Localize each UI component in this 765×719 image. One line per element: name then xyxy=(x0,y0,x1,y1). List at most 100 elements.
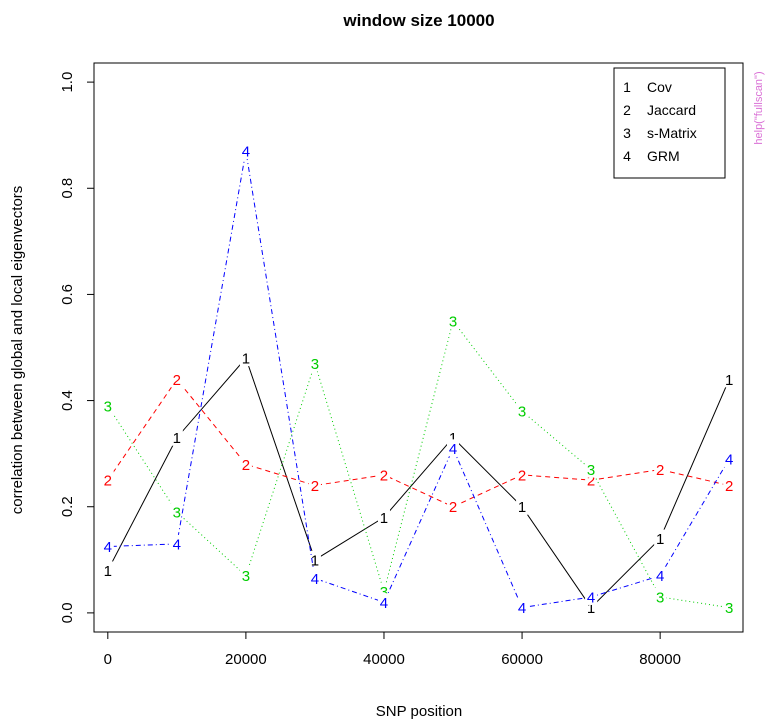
point-mask xyxy=(101,396,114,414)
data-point: 2 xyxy=(242,457,250,474)
data-point: 3 xyxy=(518,404,526,421)
data-point: 3 xyxy=(449,313,457,330)
series-2: 2 2 2 2 2 2 2 2 2 2 xyxy=(101,370,736,516)
data-point: 1 xyxy=(173,430,181,447)
point-mask xyxy=(101,471,114,489)
data-point: 4 xyxy=(449,441,457,458)
series-line xyxy=(107,151,730,609)
data-point: 1 xyxy=(242,351,250,368)
point-mask xyxy=(239,455,252,473)
series-1: 1 1 1 1 1 1 1 1 1 1 xyxy=(101,349,736,617)
data-point: 1 xyxy=(518,499,526,516)
series-4: 4 4 4 4 4 4 4 4 4 4 xyxy=(101,142,736,617)
data-point: 2 xyxy=(518,467,526,484)
legend-marker: 1 xyxy=(623,79,631,95)
data-point: 3 xyxy=(380,584,388,601)
legend-box xyxy=(613,67,726,179)
data-point: 4 xyxy=(380,595,388,612)
point-mask xyxy=(516,497,529,515)
point-mask xyxy=(654,460,667,478)
point-mask xyxy=(723,598,736,616)
series-line xyxy=(107,319,730,609)
point-mask xyxy=(308,569,321,587)
x-tick-label: 60000 xyxy=(501,651,543,668)
data-point: 3 xyxy=(587,462,595,479)
data-point: 2 xyxy=(380,467,388,484)
data-point: 2 xyxy=(311,478,319,495)
chart-title: window size 10000 xyxy=(342,11,494,30)
data-point: 4 xyxy=(173,536,181,553)
series-line xyxy=(107,378,730,508)
point-mask xyxy=(516,402,529,420)
data-point: 4 xyxy=(518,600,526,617)
x-tick-label: 20000 xyxy=(225,651,267,668)
point-mask xyxy=(377,593,390,611)
legend-marker: 4 xyxy=(623,148,631,164)
point-mask xyxy=(723,476,736,494)
point-mask xyxy=(723,449,736,467)
data-point: 1 xyxy=(380,510,388,527)
legend-label: Cov xyxy=(647,79,672,95)
legend: 1 Cov 2 Jaccard 3 s-Matrix 4 GRM xyxy=(613,67,726,179)
y-tick-label: 1.0 xyxy=(59,72,76,93)
point-mask xyxy=(447,311,460,329)
data-point: 3 xyxy=(104,398,112,415)
x-tick-label: 80000 xyxy=(639,651,681,668)
point-mask xyxy=(447,497,460,515)
point-mask xyxy=(239,142,252,160)
data-point: 1 xyxy=(587,600,595,617)
x-tick-label: 0 xyxy=(104,651,112,668)
point-mask xyxy=(585,460,598,478)
legend-marker: 3 xyxy=(623,125,631,141)
data-point: 4 xyxy=(587,589,595,606)
y-axis: 0.0 0.2 0.4 0.6 0.8 1.0 xyxy=(59,72,95,623)
point-mask xyxy=(723,370,736,388)
data-point: 2 xyxy=(104,473,112,490)
point-mask xyxy=(516,598,529,616)
y-tick-label: 0.2 xyxy=(59,496,76,517)
point-mask xyxy=(516,465,529,483)
point-mask xyxy=(170,503,183,521)
data-point: 4 xyxy=(242,144,250,161)
legend-label: GRM xyxy=(647,148,680,164)
point-mask xyxy=(585,587,598,605)
point-mask xyxy=(308,550,321,568)
point-mask xyxy=(377,508,390,526)
point-mask xyxy=(308,354,321,372)
data-point: 4 xyxy=(656,568,664,585)
data-point: 3 xyxy=(311,356,319,373)
data-point: 4 xyxy=(104,539,112,556)
point-mask xyxy=(170,370,183,388)
data-point: 2 xyxy=(656,462,664,479)
data-point: 3 xyxy=(173,505,181,522)
series-line xyxy=(107,357,730,609)
data-point: 1 xyxy=(656,531,664,548)
data-point: 4 xyxy=(725,451,733,468)
side-note: help("fullscan") xyxy=(753,71,765,144)
point-mask xyxy=(654,587,667,605)
point-mask xyxy=(308,476,321,494)
point-mask xyxy=(101,561,114,579)
x-axis: 0 20000 40000 60000 80000 xyxy=(104,631,681,668)
data-point: 2 xyxy=(449,499,457,516)
point-mask xyxy=(447,439,460,457)
y-tick-label: 0.0 xyxy=(59,602,76,623)
y-axis-label: correlation between global and local eig… xyxy=(9,186,26,515)
legend-label: Jaccard xyxy=(647,102,696,118)
x-axis-label: SNP position xyxy=(376,703,462,719)
legend-label: s-Matrix xyxy=(647,125,697,141)
x-tick-label: 40000 xyxy=(363,651,405,668)
data-point: 2 xyxy=(173,372,181,389)
y-tick-label: 0.6 xyxy=(59,284,76,305)
point-mask xyxy=(101,537,114,555)
point-mask xyxy=(239,566,252,584)
point-mask xyxy=(239,349,252,367)
point-mask xyxy=(170,534,183,552)
data-point: 3 xyxy=(656,589,664,606)
series-3: 3 3 3 3 3 3 3 3 3 3 xyxy=(101,311,736,617)
data-point: 2 xyxy=(587,473,595,490)
data-point: 1 xyxy=(725,372,733,389)
data-point: 3 xyxy=(725,600,733,617)
